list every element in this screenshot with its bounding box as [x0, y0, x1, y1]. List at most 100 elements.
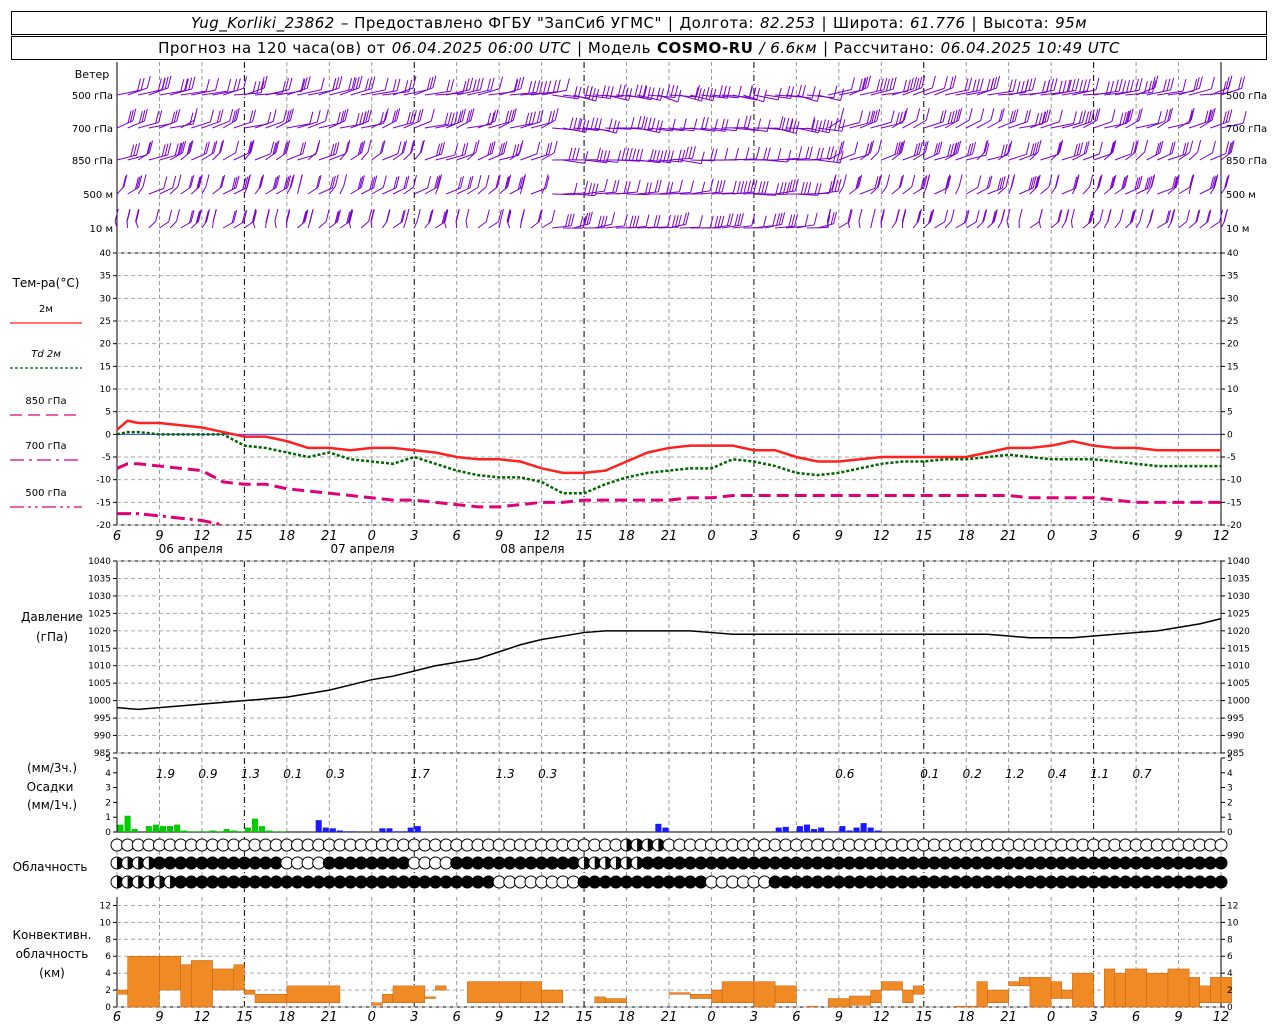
- wind-barb-feather: [505, 110, 510, 124]
- temp-xtick-label: 18: [279, 529, 296, 544]
- divider: |: [667, 14, 674, 32]
- wind-barb: [1029, 186, 1038, 195]
- temp-tick-right: 25: [1227, 317, 1238, 327]
- cloud-half: [127, 876, 134, 888]
- wind-barb-feather: [1169, 107, 1173, 121]
- wind-barb: [827, 186, 834, 195]
- wind-barb: [467, 186, 479, 195]
- temp-tick-right: 10: [1227, 385, 1239, 395]
- wind-barb: [552, 94, 579, 100]
- wind-barb-feather: [416, 208, 421, 222]
- wind-barb-feather: [337, 209, 342, 222]
- wind-barb-feather: [1242, 111, 1247, 124]
- wind-barb-feather: [1182, 142, 1187, 156]
- conv-tick-left: 12: [100, 901, 111, 911]
- wind-barb-feather: [460, 176, 464, 189]
- wind-barb-feather: [126, 209, 131, 223]
- wind-barb: [318, 153, 337, 161]
- precip-bar: [775, 827, 782, 832]
- wind-barb: [148, 87, 169, 96]
- temp-xtick-label: 12: [194, 529, 211, 544]
- wind-barb-feather: [1131, 209, 1136, 222]
- cloud-half: [148, 857, 155, 869]
- wind-barb-feather: [869, 110, 874, 123]
- wind-barb: [445, 89, 470, 96]
- wind-barb-feather: [1136, 109, 1141, 122]
- wind-barb-feather: [718, 180, 723, 193]
- wind-barb-feather: [1167, 209, 1172, 223]
- wind-barb: [159, 221, 169, 229]
- wind-barb-feather: [260, 80, 265, 94]
- wind-barb-feather: [621, 147, 626, 161]
- wind-barb: [858, 220, 861, 229]
- wind-barb-feather: [252, 209, 257, 223]
- wind-barb-feather: [419, 141, 424, 154]
- wind-barb-feather: [923, 175, 928, 188]
- wind-barb-feather: [348, 77, 353, 91]
- wind-barb-feather: [643, 117, 648, 130]
- wind-barb-feather: [507, 209, 511, 223]
- wind-barb-feather: [788, 214, 793, 227]
- wind-barb-feather: [1014, 108, 1019, 122]
- prec-tick-right: 0: [1227, 828, 1233, 838]
- wind-barb-feather: [285, 110, 290, 123]
- precip-sum-label: 1.1: [1090, 767, 1109, 781]
- wind-barb: [668, 192, 691, 195]
- conv-bar: [668, 992, 691, 995]
- conv-bar: [1019, 977, 1031, 987]
- wind-barb-feather: [553, 140, 558, 153]
- wind-barb: [849, 87, 868, 96]
- cloud-half: [584, 857, 591, 869]
- wind-barb-feather: [886, 174, 891, 187]
- wind-barb-feather: [615, 120, 620, 134]
- wind-barb: [1210, 221, 1220, 229]
- wind-barb-feather: [805, 146, 810, 159]
- wind-barb-feather: [136, 143, 141, 156]
- wind-barb: [891, 88, 914, 96]
- conv-bar: [371, 1002, 383, 1006]
- conv-xtick-label: 18: [958, 1010, 975, 1024]
- wind-barb-feather: [819, 147, 824, 160]
- wind-barb-feather: [866, 111, 871, 124]
- wind-barb: [658, 94, 679, 103]
- temp-tick-left: 25: [100, 317, 111, 327]
- wind-barb: [1178, 87, 1200, 96]
- wind-barb-feather: [1157, 111, 1162, 124]
- station-name: Yug_Korliki_23862: [190, 14, 335, 32]
- temp-tick-right: -15: [1227, 498, 1242, 508]
- wind-barb-feather: [1046, 109, 1051, 122]
- wind-barb-feather: [877, 139, 882, 153]
- wind-barb: [775, 190, 796, 195]
- wind-barb: [339, 87, 360, 96]
- wind-barb-feather: [606, 150, 611, 163]
- wind-barb-feather: [405, 208, 410, 222]
- wind-barb: [370, 220, 373, 229]
- wind-barb-feather: [302, 141, 307, 154]
- conv-xtick-label: 18: [618, 1010, 635, 1024]
- wind-barb-feather: [272, 177, 277, 190]
- wind-barb: [881, 153, 898, 161]
- wind-barb-feather: [729, 213, 734, 226]
- wind-barb-feather: [778, 212, 783, 226]
- conv-tick-right: 10: [1227, 918, 1239, 928]
- wind-barb-feather: [688, 146, 693, 159]
- precip-bar: [195, 831, 202, 832]
- temp-tick-left: 10: [100, 385, 112, 395]
- wind-barb-feather: [519, 140, 524, 153]
- wind-barb: [138, 121, 159, 129]
- wind-barb: [244, 87, 265, 96]
- wind-barb-feather: [1025, 142, 1030, 155]
- wind-barb-feather: [721, 179, 726, 193]
- wind-barb-feather: [1125, 110, 1130, 123]
- wind-barb-feather: [911, 174, 916, 188]
- wind-barb: [265, 120, 284, 129]
- wind-barb-feather: [429, 76, 434, 89]
- wind-barb: [847, 220, 850, 229]
- wind-barb: [912, 152, 926, 161]
- temp-xtick-label: 18: [958, 529, 975, 544]
- wind-barb: [318, 221, 327, 229]
- cloud-half: [605, 857, 612, 869]
- calc-label: | Рассчитано:: [823, 39, 935, 57]
- wind-barb: [912, 220, 919, 229]
